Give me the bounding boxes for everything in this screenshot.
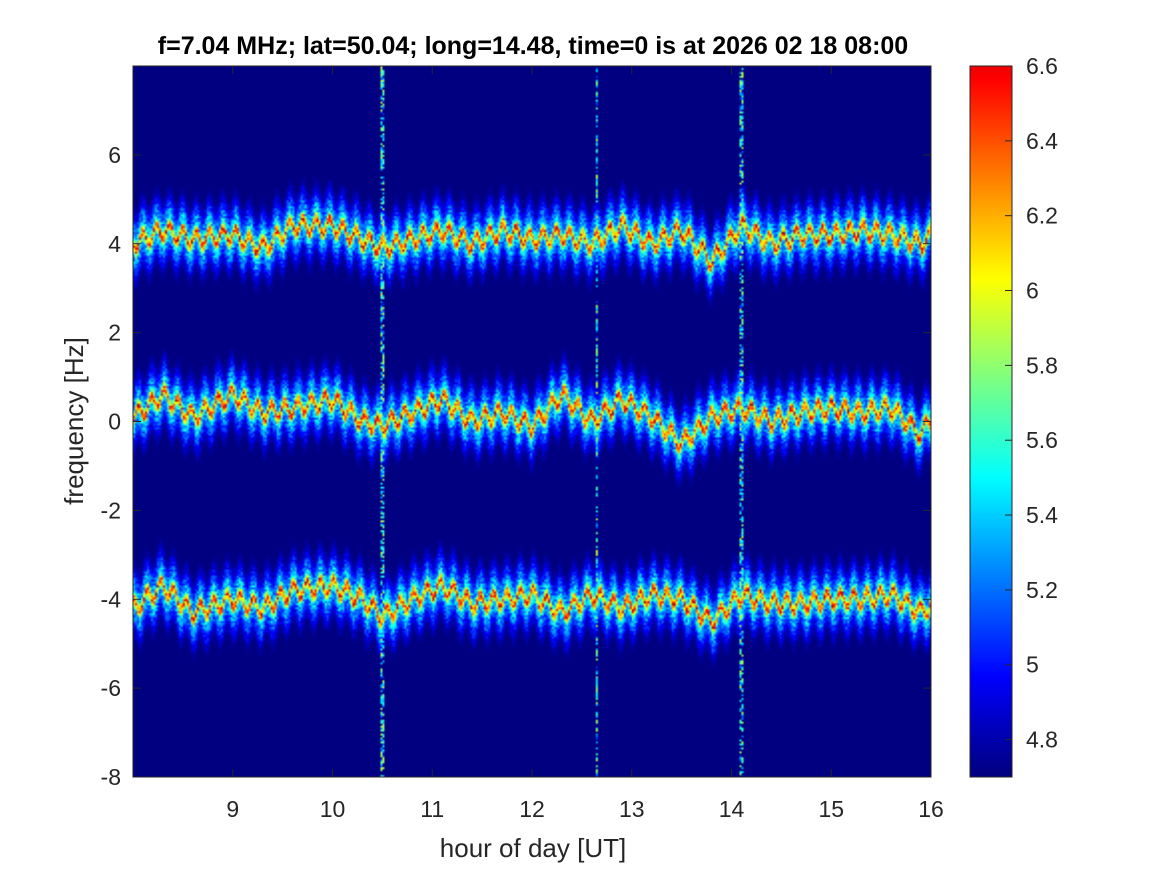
spectrogram-heatmap [133, 66, 931, 777]
chart-title: f=7.04 MHz; lat=50.04; long=14.48, time=… [158, 32, 908, 60]
colorbar-tick-label: 6.2 [1026, 203, 1058, 229]
colorbar-tick-label: 5.4 [1026, 502, 1058, 528]
colorbar-tick-label: 5 [1026, 652, 1039, 678]
y-axis: -8 -6 -4 -2 0 2 4 6 [101, 142, 931, 790]
y-tick-label: -8 [101, 764, 121, 790]
colorbar-frame [969, 65, 1013, 778]
colorbar-gradient [970, 66, 1012, 777]
y-tick-label: -4 [101, 586, 122, 612]
colorbar-tick-label: 4.8 [1026, 727, 1058, 753]
colorbar-ticks: 4.8 5 5.2 5.4 5.6 5.8 6 6.2 6.4 6.6 [1005, 53, 1058, 753]
colorbar-tick-label: 5.8 [1026, 352, 1058, 378]
y-tick-label: 0 [108, 409, 121, 435]
x-tick-label: 15 [818, 796, 844, 822]
y-tick-label: -2 [101, 497, 121, 523]
x-axis-label: hour of day [UT] [440, 833, 626, 863]
y-tick-label: 6 [108, 142, 121, 168]
y-tick-label: -6 [101, 675, 121, 701]
x-tick-label: 16 [918, 796, 944, 822]
y-axis-label: frequency [Hz] [59, 337, 89, 505]
x-axis: 9 10 11 12 13 14 15 16 [226, 66, 944, 822]
x-tick-label: 14 [719, 796, 745, 822]
y-tick-label: 4 [108, 231, 121, 257]
plot-area [132, 65, 932, 778]
x-tick-label: 10 [320, 796, 346, 822]
y-tick-label: 2 [108, 320, 121, 346]
x-tick-label: 9 [226, 796, 239, 822]
colorbar: 4.8 5 5.2 5.4 5.6 5.8 6 6.2 6.4 6.6 [969, 53, 1058, 778]
colorbar-tick-label: 6.6 [1026, 53, 1058, 79]
colorbar-tick-label: 5.2 [1026, 577, 1058, 603]
colorbar-tick-label: 5.6 [1026, 427, 1058, 453]
x-tick-label: 11 [420, 796, 444, 822]
x-tick-label: 12 [519, 796, 545, 822]
x-tick-label: 13 [619, 796, 645, 822]
colorbar-tick-label: 6.4 [1026, 128, 1058, 154]
colorbar-tick-label: 6 [1026, 278, 1039, 304]
